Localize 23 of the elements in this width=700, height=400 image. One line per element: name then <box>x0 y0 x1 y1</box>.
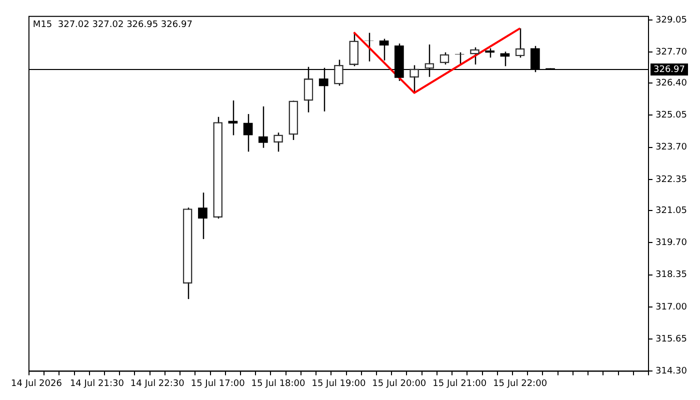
y-tick-label: 326.40 <box>656 78 688 88</box>
x-tick-label: 14 Jul 2026 <box>11 378 62 389</box>
y-tick-label: 321.05 <box>656 206 688 216</box>
x-tick-label: 15 Jul 18:00 <box>251 378 306 389</box>
x-tick-label: 14 Jul 21:30 <box>70 378 124 389</box>
y-tick-label: 319.70 <box>656 238 688 248</box>
y-tick-label: 314.30 <box>656 366 688 377</box>
y-tick-label: 317.00 <box>656 302 688 312</box>
y-tick-label: 315.65 <box>656 334 688 344</box>
y-tick-label: 323.70 <box>656 142 688 153</box>
y-tick-label: 318.35 <box>656 270 688 280</box>
x-tick-label: 15 Jul 19:00 <box>312 378 366 389</box>
y-tick-label: 327.70 <box>656 47 688 58</box>
x-tick-label: 15 Jul 22:00 <box>493 378 548 389</box>
x-tick-label: 14 Jul 22:30 <box>130 378 185 389</box>
y-tick-label: 325.05 <box>656 110 688 121</box>
y-tick-label: 322.35 <box>656 174 688 185</box>
chart-title: M15 327.02 327.02 326.95 326.97 <box>32 20 192 30</box>
ref-line-label: 326.97 <box>654 64 686 75</box>
x-tick-label: 15 Jul 21:00 <box>432 378 487 389</box>
y-tick-label: 329.05 <box>656 15 688 26</box>
x-tick-label: 15 Jul 20:00 <box>372 378 426 389</box>
x-tick-label: 15 Jul 17:00 <box>190 378 246 389</box>
